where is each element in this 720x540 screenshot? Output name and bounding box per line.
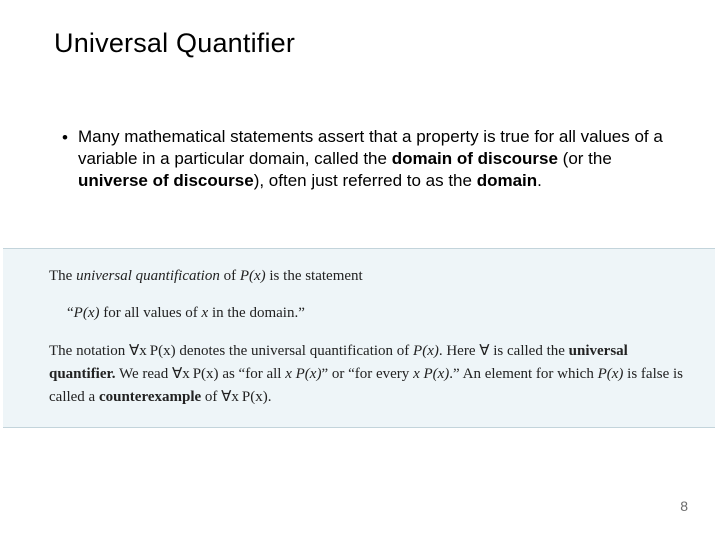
math-x: x bbox=[285, 366, 292, 382]
t: universe of discourse bbox=[78, 171, 254, 190]
t: domain of discourse bbox=[392, 149, 558, 168]
t: domain bbox=[477, 171, 537, 190]
t: . bbox=[537, 171, 542, 190]
t: . Here bbox=[439, 343, 479, 359]
t: is the statement bbox=[266, 268, 363, 284]
t: denotes the universal quantification of bbox=[176, 343, 413, 359]
slide: Universal Quantifier • Many mathematical… bbox=[0, 0, 720, 540]
t: .” An element for which bbox=[449, 366, 597, 382]
t: ), often just referred to as the bbox=[254, 171, 477, 190]
def-paragraph-2: The notation ∀x P(x) denotes the univers… bbox=[49, 340, 693, 410]
t: is called the bbox=[490, 343, 569, 359]
math-px: P(x) bbox=[413, 343, 439, 359]
t: for all values of bbox=[99, 305, 201, 321]
t: We read bbox=[116, 366, 172, 382]
slide-title: Universal Quantifier bbox=[54, 28, 295, 59]
def-line-1: The universal quantification of P(x) is … bbox=[49, 265, 693, 288]
math-px: P(x) bbox=[74, 305, 100, 321]
t: of bbox=[220, 268, 240, 284]
math-forall-xpx: ∀x P(x) bbox=[129, 343, 176, 359]
bullet-list: • Many mathematical statements assert th… bbox=[62, 126, 686, 191]
t: universal quantification bbox=[76, 268, 220, 284]
bullet-text: Many mathematical statements assert that… bbox=[78, 126, 686, 191]
math-px: P(x) bbox=[420, 366, 450, 382]
math-x: x bbox=[413, 366, 420, 382]
t: ” or “for every bbox=[321, 366, 413, 382]
t: . bbox=[268, 389, 272, 405]
t: of bbox=[201, 389, 221, 405]
math-px: P(x) bbox=[240, 268, 266, 284]
math-forall-xpx: ∀x P(x) bbox=[221, 389, 268, 405]
bullet-marker: • bbox=[62, 127, 68, 149]
t: as “for all bbox=[219, 366, 286, 382]
page-number: 8 bbox=[680, 498, 688, 514]
bullet-item: • Many mathematical statements assert th… bbox=[62, 126, 686, 191]
t: ∀x P(x) bbox=[129, 343, 176, 359]
t: (or the bbox=[558, 149, 612, 168]
math-px: P(x) bbox=[598, 366, 624, 382]
def-quoted: “P(x) for all values of x in the domain.… bbox=[67, 302, 693, 325]
t: in the domain.” bbox=[208, 305, 305, 321]
term-counterexample: counterexample bbox=[99, 389, 201, 405]
t: The bbox=[49, 268, 76, 284]
forall-symbol: ∀ bbox=[479, 343, 489, 359]
definition-box: The universal quantification of P(x) is … bbox=[3, 248, 715, 428]
math-forall-xpx: ∀x P(x) bbox=[172, 366, 219, 382]
t: “ bbox=[67, 305, 74, 321]
math-px: P(x) bbox=[292, 366, 322, 382]
t: The notation bbox=[49, 343, 129, 359]
